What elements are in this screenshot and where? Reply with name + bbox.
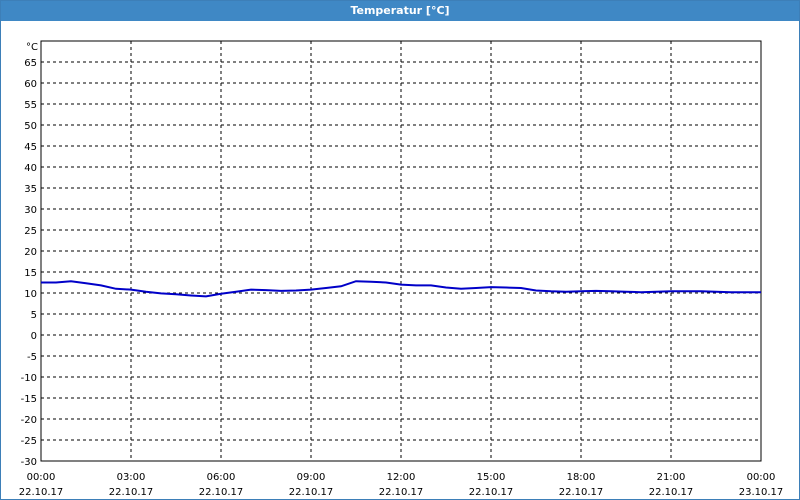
x-tick-date-label: 22.10.17 (19, 487, 64, 498)
x-tick-time-label: 18:00 (567, 472, 596, 483)
y-tick-label: 50 (24, 121, 37, 132)
y-tick-label: 55 (24, 100, 37, 111)
x-tick-date-label: 23.10.17 (739, 487, 784, 498)
x-tick-time-label: 12:00 (387, 472, 416, 483)
x-axis: 00:00 22.10.17 03:00 22.10.17 06:00 22.10.17 0… (19, 472, 784, 498)
y-tick-label: 25 (24, 226, 37, 237)
y-tick-label: -15 (21, 394, 37, 405)
y-tick-label: 20 (24, 247, 37, 258)
y-tick-label: 45 (24, 142, 37, 153)
y-tick-label: -5 (27, 352, 37, 363)
y-tick-label: -30 (21, 457, 37, 468)
y-tick-label: -20 (21, 415, 37, 426)
x-tick-date-label: 22.10.17 (649, 487, 694, 498)
plot-area (40, 40, 762, 462)
x-tick-time-label: 15:00 (477, 472, 506, 483)
y-tick-label: 10 (24, 289, 37, 300)
x-tick-date-label: 22.10.17 (289, 487, 334, 498)
y-tick-label: 40 (24, 163, 37, 174)
x-tick-date-label: 22.10.17 (199, 487, 244, 498)
x-tick-date-label: 22.10.17 (109, 487, 154, 498)
y-axis: °C65605550454035302520151050-5-10-15-20-… (21, 42, 38, 468)
y-tick-label: -25 (21, 436, 37, 447)
series-line-temperature (41, 280, 761, 298)
y-tick-label: 60 (24, 79, 37, 90)
y-tick-label: 0 (31, 331, 37, 342)
y-tick-label: 65 (24, 58, 37, 69)
y-axis-unit-label: °C (26, 42, 38, 53)
x-tick-time-label: 06:00 (207, 472, 236, 483)
y-tick-label: 35 (24, 184, 37, 195)
y-tick-label: 30 (24, 205, 37, 216)
y-tick-label: -10 (21, 373, 37, 384)
x-tick-time-label: 00:00 (27, 472, 56, 483)
y-tick-label: 15 (24, 268, 37, 279)
x-tick-date-label: 22.10.17 (559, 487, 604, 498)
x-tick-date-label: 22.10.17 (379, 487, 424, 498)
x-tick-date-label: 22.10.17 (469, 487, 514, 498)
chart-title: Temperatur [°C] (1, 1, 799, 21)
grid (41, 41, 761, 461)
x-tick-time-label: 21:00 (657, 472, 686, 483)
y-tick-label: 5 (31, 310, 37, 321)
x-tick-time-label: 09:00 (297, 472, 326, 483)
x-tick-time-label: 03:00 (117, 472, 146, 483)
x-tick-time-label: 00:00 (747, 472, 776, 483)
